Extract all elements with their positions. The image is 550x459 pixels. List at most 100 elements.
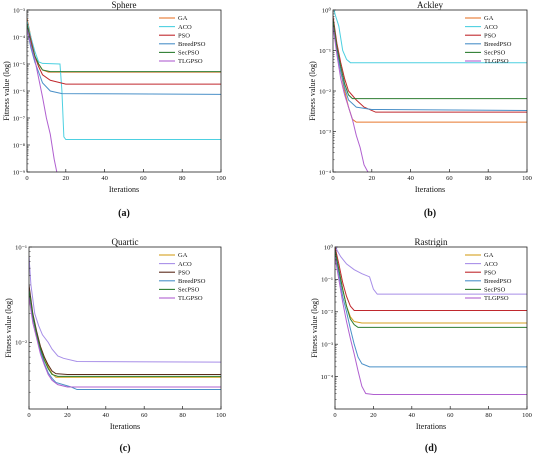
y-tick-label: 10⁻³ [13, 7, 25, 14]
legend-entry: PSO [178, 269, 190, 276]
legend-entry: BreedPSO [178, 278, 206, 285]
legend-entry: GA [178, 252, 188, 259]
y-axis-label: Fitness value (log) [4, 298, 13, 358]
x-tick-label: 80 [179, 412, 186, 419]
y-tick-label: 10⁻⁵ [13, 61, 25, 68]
y-axis-label: Fitness value (log) [2, 61, 11, 121]
legend-entry: SecPSO [484, 50, 506, 57]
x-tick-label: 80 [179, 175, 186, 182]
y-tick-label: 10⁻¹ [15, 244, 27, 251]
y-axis-label: Fitness value (log) [308, 61, 317, 121]
x-tick-label: 40 [409, 412, 416, 419]
plot-frame [28, 246, 222, 410]
series-line-tlgpso [29, 296, 221, 388]
chart-panel-1: Sphere 0 20 40 60 80 100 10⁻³ 10⁻⁴ 10⁻⁵ 10⁻⁶ 10⁻⁷ 10… [2, 0, 226, 219]
panel-label: (c) [119, 443, 130, 454]
legend-entry: SecPSO [484, 287, 506, 294]
legend-entry: SecPSO [178, 287, 200, 294]
y-tick-label: 10⁻⁸ [13, 142, 26, 149]
series-line-ga [333, 18, 527, 123]
legend-entry: PSO [178, 32, 190, 39]
x-tick-label: 40 [407, 175, 414, 182]
y-tick-label: 10⁻⁶ [13, 88, 25, 95]
legend-entry: TLGPSO [178, 58, 203, 65]
y-tick-label: 10⁻⁴ [319, 169, 332, 176]
x-tick-label: 60 [447, 412, 454, 419]
x-tick-label: 20 [369, 175, 376, 182]
legend-entry: GA [178, 15, 188, 22]
series-line-pso [29, 284, 221, 376]
series-line-tlgpso [27, 28, 58, 172]
series-line-pso [27, 23, 221, 85]
x-axis-label: Iterations [109, 185, 139, 194]
panel-label: (b) [424, 208, 436, 219]
y-tick-label: 10⁰ [324, 243, 334, 251]
plot-frame [26, 9, 222, 173]
x-tick-label: 100 [216, 412, 226, 419]
chart-panel-4: Rastrigin 0 20 40 60 80 100 10⁰ 10⁻¹ 10⁻² 10⁻³ 10⁻⁴… [310, 237, 532, 454]
x-tick-label: 60 [446, 175, 453, 182]
legend-entry: ACO [484, 24, 498, 31]
series-line-tlgpso [333, 26, 370, 172]
legend-entry: ACO [484, 261, 498, 268]
x-tick-label: 0 [25, 175, 28, 182]
x-tick-label: 100 [216, 175, 226, 182]
x-tick-label: 80 [485, 412, 492, 419]
y-tick-label: 10⁻⁷ [13, 115, 25, 122]
series-line-pso [335, 247, 527, 311]
y-tick-label: 10⁻¹ [319, 48, 331, 55]
plot-frame [332, 9, 528, 173]
chart-title: Sphere [112, 0, 137, 10]
plot-frame [334, 246, 528, 410]
y-tick-label: 10⁻³ [319, 129, 331, 136]
series-line-secpso [29, 290, 221, 377]
x-tick-label: 100 [522, 175, 532, 182]
legend-entry: PSO [484, 269, 496, 276]
x-tick-label: 20 [64, 412, 71, 419]
x-axis-label: Iterations [110, 422, 140, 431]
legend-entry: BreedPSO [484, 41, 512, 48]
panel-label: (a) [118, 208, 130, 219]
series-line-secpso [333, 18, 527, 100]
y-tick-label: 10⁻⁴ [321, 374, 334, 381]
chart-title: Ackley [417, 0, 443, 10]
series-line-aco [333, 10, 527, 64]
series-line-tlgpso [335, 256, 527, 396]
series-line-pso [333, 16, 527, 113]
y-tick-label: 10⁻⁴ [13, 34, 26, 41]
y-tick-label: 10⁻² [321, 309, 333, 316]
legend-entry: BreedPSO [178, 41, 206, 48]
x-tick-label: 60 [141, 412, 148, 419]
series-line-aco [27, 20, 221, 140]
series-line-breedpso [335, 254, 527, 368]
y-tick-label: 10⁰ [322, 6, 332, 14]
legend-entry: SecPSO [178, 50, 200, 57]
legend-entry: PSO [484, 32, 496, 39]
x-tick-label: 40 [101, 175, 108, 182]
y-axis-label: Fitness value (log) [310, 298, 319, 358]
y-tick-label: 10⁻² [319, 88, 331, 95]
legend-entry: GA [484, 252, 494, 259]
y-tick-label: 10⁻⁹ [13, 169, 26, 176]
x-tick-label: 0 [27, 412, 30, 419]
y-tick-label: 10⁻² [15, 340, 27, 347]
panel-label: (d) [425, 443, 437, 454]
legend-entry: TLGPSO [178, 295, 203, 302]
x-tick-label: 20 [63, 175, 70, 182]
legend-entry: ACO [178, 261, 192, 268]
x-axis-label: Iterations [416, 422, 446, 431]
series-line-secpso [335, 250, 527, 328]
x-tick-label: 20 [370, 412, 377, 419]
series-line-ga [29, 296, 221, 378]
legend-entry: TLGPSO [484, 295, 509, 302]
y-tick-label: 10⁻¹ [321, 277, 333, 284]
x-tick-label: 40 [103, 412, 110, 419]
y-tick-label: 10⁻³ [321, 342, 333, 349]
series-line-aco [335, 247, 527, 295]
chart-panel-3: Quartic 0 20 40 60 80 100 10⁻¹ 10⁻² Iterations Fit… [4, 237, 226, 454]
series-line-aco [29, 256, 221, 363]
legend-entry: TLGPSO [484, 58, 509, 65]
